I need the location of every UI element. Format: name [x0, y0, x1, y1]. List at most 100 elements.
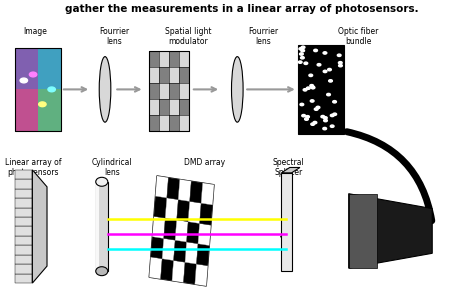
Bar	[96, 182, 108, 271]
Text: Image: Image	[24, 27, 47, 36]
Text: Optic fiber
bundle: Optic fiber bundle	[338, 27, 378, 46]
Circle shape	[48, 87, 55, 92]
Polygon shape	[282, 173, 292, 271]
Circle shape	[301, 57, 304, 59]
Circle shape	[301, 46, 305, 49]
Circle shape	[333, 101, 337, 103]
Polygon shape	[349, 194, 376, 268]
Bar	[179, 115, 189, 131]
Polygon shape	[154, 196, 167, 218]
Circle shape	[302, 114, 306, 117]
Polygon shape	[32, 170, 47, 283]
Circle shape	[323, 128, 327, 130]
Polygon shape	[149, 257, 162, 279]
Circle shape	[337, 54, 341, 57]
Polygon shape	[200, 203, 212, 225]
Bar	[15, 179, 32, 189]
Polygon shape	[187, 222, 200, 244]
Bar	[159, 67, 169, 83]
Bar	[15, 170, 32, 179]
Ellipse shape	[231, 57, 243, 122]
Text: Spectral
Splitter: Spectral Splitter	[273, 158, 304, 177]
Circle shape	[338, 64, 342, 67]
Polygon shape	[188, 201, 201, 224]
Circle shape	[321, 115, 325, 118]
Polygon shape	[282, 167, 300, 173]
Circle shape	[304, 62, 308, 64]
Polygon shape	[201, 183, 214, 205]
Circle shape	[311, 86, 315, 89]
Polygon shape	[185, 242, 198, 264]
Bar	[15, 245, 32, 255]
Text: Linear array of
photosensors: Linear array of photosensors	[5, 158, 61, 177]
Polygon shape	[178, 179, 191, 201]
Circle shape	[333, 113, 337, 115]
Polygon shape	[167, 178, 180, 200]
Circle shape	[314, 49, 318, 52]
Circle shape	[306, 116, 310, 118]
FancyArrowPatch shape	[347, 132, 432, 221]
Text: Cylindrical
lens: Cylindrical lens	[91, 158, 132, 177]
Circle shape	[311, 123, 315, 125]
Bar	[15, 264, 32, 274]
Circle shape	[303, 89, 307, 91]
Text: Fourrier
lens: Fourrier lens	[248, 27, 278, 46]
Bar	[15, 48, 38, 89]
Circle shape	[309, 74, 313, 77]
Bar	[38, 48, 61, 89]
Bar	[15, 89, 38, 131]
Bar	[149, 51, 159, 67]
Circle shape	[330, 125, 334, 128]
Circle shape	[310, 100, 314, 102]
Bar	[179, 99, 189, 115]
Ellipse shape	[96, 177, 108, 186]
Polygon shape	[190, 181, 203, 203]
Circle shape	[299, 48, 303, 50]
Bar	[179, 51, 189, 67]
Polygon shape	[152, 216, 165, 238]
Polygon shape	[195, 264, 208, 286]
Bar	[149, 99, 159, 115]
Circle shape	[39, 102, 46, 107]
Bar	[149, 67, 159, 83]
Circle shape	[313, 121, 317, 124]
Bar	[159, 99, 169, 115]
Polygon shape	[161, 259, 173, 281]
Circle shape	[310, 85, 313, 87]
Bar	[169, 67, 179, 83]
Bar	[179, 67, 189, 83]
Bar	[169, 115, 179, 131]
Bar	[15, 255, 32, 264]
Polygon shape	[173, 240, 187, 262]
Circle shape	[314, 108, 318, 110]
Polygon shape	[149, 176, 214, 286]
Bar	[169, 83, 179, 99]
Bar	[149, 115, 159, 131]
Polygon shape	[349, 194, 432, 268]
Bar	[15, 48, 61, 131]
Text: Spatial light
modulator: Spatial light modulator	[165, 27, 212, 46]
Circle shape	[300, 103, 304, 106]
Circle shape	[20, 78, 27, 83]
Circle shape	[317, 63, 321, 66]
Circle shape	[323, 52, 327, 54]
Bar	[15, 189, 32, 198]
Text: Fourrier
lens: Fourrier lens	[99, 27, 129, 46]
Bar	[15, 236, 32, 245]
Polygon shape	[177, 200, 190, 222]
Circle shape	[311, 86, 315, 89]
Bar	[15, 274, 32, 283]
Circle shape	[323, 70, 327, 73]
Circle shape	[330, 114, 334, 117]
Ellipse shape	[99, 57, 111, 122]
Polygon shape	[162, 238, 175, 260]
Polygon shape	[196, 244, 210, 266]
Polygon shape	[165, 198, 178, 220]
Circle shape	[305, 118, 308, 120]
Circle shape	[298, 61, 302, 63]
Circle shape	[324, 119, 328, 122]
Polygon shape	[183, 262, 196, 284]
Bar	[15, 217, 32, 226]
Polygon shape	[164, 218, 177, 240]
Circle shape	[306, 87, 310, 89]
